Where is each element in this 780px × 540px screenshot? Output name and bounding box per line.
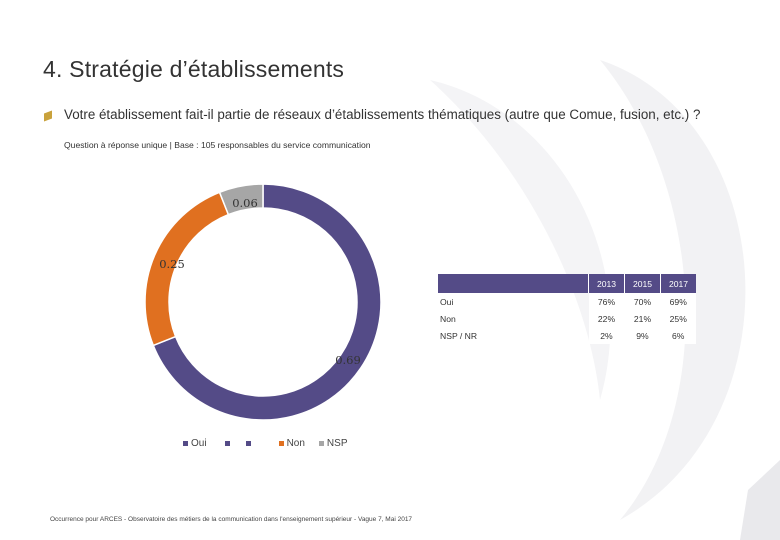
table-header-row: 2013 2015 2017: [438, 274, 696, 293]
table-cell: 76%: [588, 293, 625, 310]
legend-label-oui: Oui: [191, 438, 207, 449]
table-cell: 69%: [660, 293, 696, 310]
table-row-label: Oui: [440, 296, 454, 307]
legend-item-oui: Oui: [183, 438, 207, 449]
table-header-empty: [438, 274, 589, 293]
data-label-nsp: 0.06: [232, 196, 258, 210]
donut-slice-nsp: [218, 183, 264, 216]
donut-slice-non: [144, 191, 230, 347]
data-label-oui: 0.69: [335, 353, 361, 367]
legend-label-non: Non: [286, 438, 305, 449]
data-label-non: 0.25: [159, 257, 185, 271]
table-cell: 22%: [588, 310, 625, 327]
legend-swatch-oui: [183, 441, 188, 446]
table-cell: 6%: [660, 327, 696, 344]
table-row: Oui 76% 70% 69%: [438, 293, 696, 310]
chart-legend: Oui Non NSP: [183, 438, 347, 449]
table-row: Non 22% 21% 25%: [438, 310, 696, 327]
legend-swatch-empty-2: [245, 441, 251, 446]
page-title: 4. Stratégie d’établissements: [43, 56, 345, 82]
table-row-label: Non: [440, 313, 456, 324]
legend-item-non: Non: [278, 438, 305, 449]
footer-text: Occurrence pour ARCES - Observatoire des…: [50, 516, 413, 523]
table-row: NSP / NR 2% 9% 6%: [438, 327, 696, 344]
legend-label-nsp: NSP: [326, 438, 348, 449]
legend-swatch-nsp: [318, 441, 324, 446]
table-header-2017: 2017: [660, 274, 696, 293]
table-cell: 2%: [588, 327, 625, 344]
table-cell: 70%: [624, 293, 661, 310]
table-cell: 21%: [624, 310, 661, 327]
table-header-2013: 2013: [588, 274, 625, 293]
table-cell: 9%: [624, 327, 661, 344]
legend-swatch-non: [278, 441, 284, 446]
table-cell: 25%: [660, 310, 696, 327]
legend-item-nsp: NSP: [318, 438, 348, 449]
data-table: 2013 2015 2017 Oui 76% 70% 69% Non 22% 2…: [438, 274, 696, 344]
question-subtitle: Question à réponse unique | Base : 105 r…: [64, 140, 371, 150]
donut-slice-oui: [152, 183, 382, 421]
legend-swatch-empty-1: [224, 441, 230, 446]
table-header-2015: 2015: [624, 274, 661, 293]
legend-item-empty-1: [224, 441, 230, 446]
legend-item-empty-2: [245, 441, 251, 446]
table-row-label: NSP / NR: [440, 330, 478, 341]
question-text: Votre établissement fait-il partie de ré…: [64, 107, 701, 122]
